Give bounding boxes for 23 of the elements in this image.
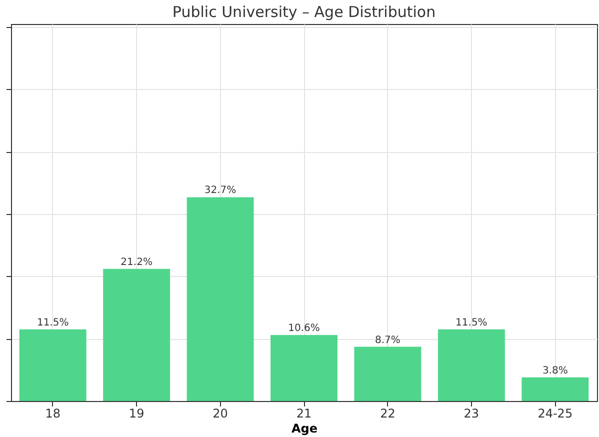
bar	[438, 329, 505, 401]
x-tick-label: 24-25	[538, 406, 573, 420]
x-tick-label: 20	[212, 406, 228, 420]
bar	[186, 197, 254, 401]
data-label: 11.5%	[456, 317, 488, 328]
x-axis-title: Age	[291, 422, 318, 436]
bar	[19, 329, 86, 401]
x-tick-label: 21	[296, 406, 312, 420]
data-label: 10.6%	[288, 322, 320, 334]
x-tick-label: 18	[45, 406, 60, 420]
bar	[522, 377, 589, 401]
data-label: 3.8%	[542, 365, 568, 376]
bar	[270, 334, 338, 401]
data-label: 11.5%	[36, 317, 69, 328]
bar	[103, 268, 170, 401]
x-tick-label: 19	[128, 406, 144, 420]
chart-title: Public University – Age Distribution	[172, 3, 436, 21]
data-label: 8.7%	[375, 334, 400, 346]
x-tick-label: 23	[464, 406, 480, 420]
bar	[354, 346, 422, 401]
x-tick-label: 22	[380, 406, 396, 420]
data-label: 21.2%	[120, 256, 152, 268]
data-label: 32.7%	[204, 185, 236, 196]
